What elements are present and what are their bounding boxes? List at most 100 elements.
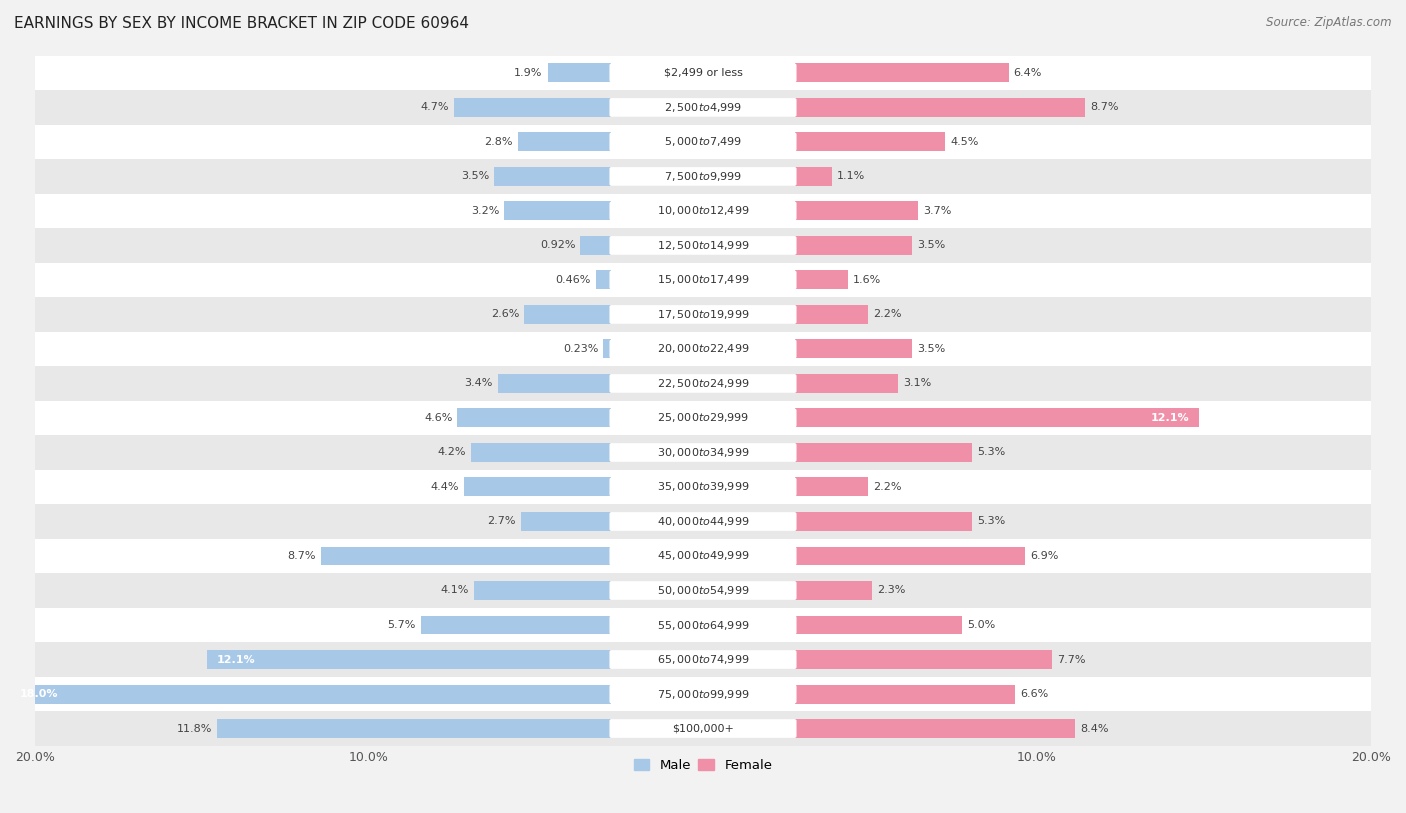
FancyBboxPatch shape: [609, 236, 797, 254]
Text: 5.0%: 5.0%: [967, 620, 995, 630]
FancyBboxPatch shape: [609, 443, 797, 462]
FancyBboxPatch shape: [609, 340, 797, 359]
Text: 18.0%: 18.0%: [20, 689, 59, 699]
Bar: [35, 366, 1371, 401]
Text: $7,500 to $9,999: $7,500 to $9,999: [664, 170, 742, 183]
Bar: [794, 374, 898, 393]
Text: 4.2%: 4.2%: [437, 447, 465, 458]
Bar: [794, 340, 911, 359]
Legend: Male, Female: Male, Female: [628, 754, 778, 777]
Bar: [794, 271, 848, 289]
Bar: [548, 63, 612, 82]
Text: 3.5%: 3.5%: [461, 172, 489, 181]
Text: 0.92%: 0.92%: [540, 241, 575, 250]
Bar: [498, 374, 612, 393]
Bar: [794, 512, 972, 531]
Bar: [207, 650, 612, 669]
Bar: [474, 581, 612, 600]
Text: 2.2%: 2.2%: [873, 482, 901, 492]
FancyBboxPatch shape: [609, 650, 797, 669]
Text: $10,000 to $12,499: $10,000 to $12,499: [657, 204, 749, 217]
FancyBboxPatch shape: [609, 615, 797, 634]
Text: 4.5%: 4.5%: [950, 137, 979, 147]
Text: 1.1%: 1.1%: [837, 172, 865, 181]
Bar: [35, 298, 1371, 332]
Bar: [457, 408, 612, 428]
Text: 3.4%: 3.4%: [464, 379, 492, 389]
Text: EARNINGS BY SEX BY INCOME BRACKET IN ZIP CODE 60964: EARNINGS BY SEX BY INCOME BRACKET IN ZIP…: [14, 16, 470, 31]
Text: 3.7%: 3.7%: [924, 206, 952, 216]
Text: 2.8%: 2.8%: [484, 137, 513, 147]
Text: $40,000 to $44,999: $40,000 to $44,999: [657, 515, 749, 528]
Text: 2.6%: 2.6%: [491, 310, 519, 320]
Bar: [35, 228, 1371, 263]
Bar: [35, 539, 1371, 573]
Bar: [596, 271, 612, 289]
Text: $15,000 to $17,499: $15,000 to $17,499: [657, 273, 749, 286]
Bar: [794, 477, 869, 497]
FancyBboxPatch shape: [609, 167, 797, 185]
Bar: [35, 435, 1371, 470]
Text: 8.4%: 8.4%: [1080, 724, 1109, 733]
Bar: [794, 581, 872, 600]
Bar: [794, 408, 1199, 428]
Text: 5.7%: 5.7%: [388, 620, 416, 630]
Text: 1.9%: 1.9%: [515, 68, 543, 78]
Text: 3.2%: 3.2%: [471, 206, 499, 216]
Bar: [35, 90, 1371, 124]
Bar: [517, 133, 612, 151]
Bar: [35, 711, 1371, 746]
Text: $55,000 to $64,999: $55,000 to $64,999: [657, 619, 749, 632]
Text: 8.7%: 8.7%: [287, 551, 315, 561]
Bar: [794, 443, 972, 462]
Text: 6.9%: 6.9%: [1031, 551, 1059, 561]
FancyBboxPatch shape: [609, 63, 797, 82]
Bar: [420, 615, 612, 634]
Text: 4.1%: 4.1%: [441, 585, 470, 595]
Text: 0.46%: 0.46%: [555, 275, 591, 285]
Text: 4.7%: 4.7%: [420, 102, 449, 112]
Text: $2,500 to $4,999: $2,500 to $4,999: [664, 101, 742, 114]
Text: 0.23%: 0.23%: [562, 344, 599, 354]
Bar: [794, 63, 1008, 82]
Text: 1.6%: 1.6%: [853, 275, 882, 285]
Bar: [464, 477, 612, 497]
Text: 2.7%: 2.7%: [488, 516, 516, 527]
Bar: [794, 236, 911, 255]
Bar: [581, 236, 612, 255]
Text: 3.5%: 3.5%: [917, 344, 945, 354]
Bar: [321, 546, 612, 566]
Bar: [524, 305, 612, 324]
Text: 6.4%: 6.4%: [1014, 68, 1042, 78]
Bar: [217, 719, 612, 738]
Text: 11.8%: 11.8%: [177, 724, 212, 733]
Bar: [794, 305, 869, 324]
Text: 3.5%: 3.5%: [917, 241, 945, 250]
FancyBboxPatch shape: [609, 512, 797, 531]
Bar: [471, 443, 612, 462]
Bar: [794, 685, 1015, 703]
Text: $50,000 to $54,999: $50,000 to $54,999: [657, 584, 749, 597]
Text: $65,000 to $74,999: $65,000 to $74,999: [657, 653, 749, 666]
FancyBboxPatch shape: [609, 133, 797, 151]
FancyBboxPatch shape: [609, 305, 797, 324]
Text: 6.6%: 6.6%: [1021, 689, 1049, 699]
Text: $45,000 to $49,999: $45,000 to $49,999: [657, 550, 749, 563]
Bar: [10, 685, 612, 703]
Text: $2,499 or less: $2,499 or less: [664, 68, 742, 78]
Text: 4.6%: 4.6%: [425, 413, 453, 423]
Bar: [35, 470, 1371, 504]
Bar: [794, 98, 1085, 117]
Bar: [794, 719, 1076, 738]
Text: $100,000+: $100,000+: [672, 724, 734, 733]
Text: $30,000 to $34,999: $30,000 to $34,999: [657, 446, 749, 459]
Bar: [35, 263, 1371, 298]
FancyBboxPatch shape: [609, 478, 797, 496]
Text: 3.1%: 3.1%: [904, 379, 932, 389]
Bar: [794, 202, 918, 220]
FancyBboxPatch shape: [609, 98, 797, 117]
Text: $5,000 to $7,499: $5,000 to $7,499: [664, 136, 742, 149]
Bar: [35, 332, 1371, 366]
Bar: [794, 546, 1025, 566]
FancyBboxPatch shape: [609, 720, 797, 738]
